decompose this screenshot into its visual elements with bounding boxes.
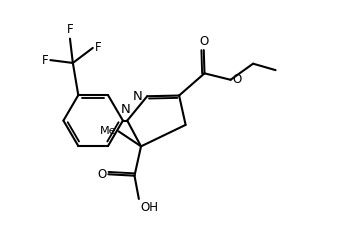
Text: OH: OH [140, 201, 158, 214]
Text: O: O [233, 73, 242, 86]
Text: N: N [133, 90, 143, 103]
Text: F: F [67, 23, 73, 36]
Text: O: O [199, 35, 208, 48]
Text: F: F [95, 41, 101, 54]
Text: F: F [41, 54, 48, 67]
Text: O: O [97, 168, 106, 181]
Text: N: N [121, 103, 131, 116]
Text: Me: Me [99, 126, 116, 136]
